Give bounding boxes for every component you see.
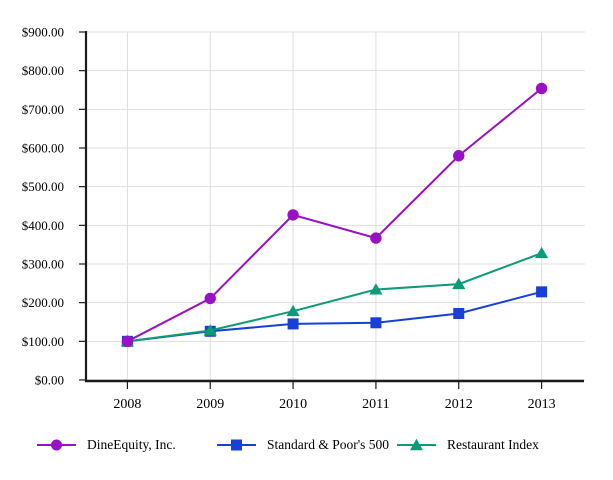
legend-square-marker-icon <box>217 439 256 451</box>
x-axis-label: 2010 <box>279 397 307 412</box>
y-axis-label: $700.00 <box>22 102 64 117</box>
x-axis-label: 2008 <box>113 397 141 412</box>
chart-plot-area: $0.00 $100.00 $200.00 $300.00 $400.00 $500.00… <box>22 25 585 412</box>
legend-item-dineequity: DineEquity, Inc. <box>36 436 176 454</box>
data-point-marker <box>203 324 217 336</box>
x-axis-label: 2011 <box>362 397 389 412</box>
x-axis-label: 2013 <box>528 397 556 412</box>
y-axis-label: $500.00 <box>22 179 64 194</box>
y-axis-label: $100.00 <box>22 334 64 349</box>
data-point-marker <box>286 304 300 317</box>
data-point-marker <box>121 335 134 348</box>
legend-item-restaurant-index: Restaurant Index <box>396 436 539 454</box>
data-point-marker <box>453 150 465 162</box>
legend-label-restaurant-index: Restaurant Index <box>447 437 539 452</box>
data-point-marker <box>370 232 382 244</box>
data-point-marker <box>287 318 299 330</box>
y-axis-label: $400.00 <box>22 218 64 233</box>
y-axis-label: $900.00 <box>22 25 64 40</box>
legend-item-sp500: Standard & Poor's 500 <box>216 436 389 454</box>
x-axis-label: 2009 <box>196 397 224 412</box>
data-point-marker <box>452 277 466 290</box>
data-point-marker <box>204 292 216 305</box>
y-axis-label: $0.00 <box>35 373 64 388</box>
data-point-marker <box>453 307 465 319</box>
series-line-2 <box>127 252 542 343</box>
legend-circle-marker-icon <box>37 439 76 451</box>
data-point-marker <box>369 283 383 295</box>
y-axis-label: $800.00 <box>22 63 64 78</box>
data-point-marker <box>536 286 548 298</box>
series-line-0 <box>126 87 543 343</box>
legend-label-dineequity: DineEquity, Inc. <box>87 437 176 452</box>
data-point-marker <box>535 82 548 95</box>
y-axis-label: $200.00 <box>22 295 64 310</box>
data-point-marker <box>370 317 382 329</box>
legend-label-sp500: Standard & Poor's 500 <box>267 437 390 452</box>
data-point-marker <box>287 209 299 221</box>
x-axis-label: 2012 <box>445 397 473 412</box>
legend-triangle-marker-icon <box>397 438 436 451</box>
y-axis-label: $600.00 <box>22 141 64 156</box>
y-axis-label: $300.00 <box>22 257 64 272</box>
data-point-marker <box>534 246 549 259</box>
